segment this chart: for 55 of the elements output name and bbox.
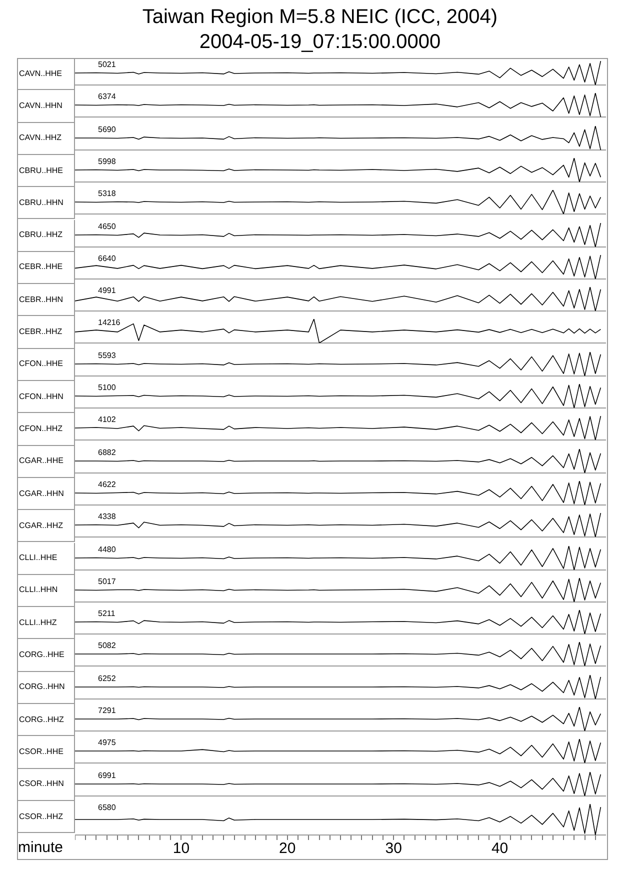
- annotation: 5593: [98, 350, 116, 360]
- annotation: 4480: [98, 544, 116, 554]
- y-axis-title: CGAR..HHN: [17, 478, 75, 510]
- x-tick-label: 30: [385, 840, 402, 858]
- chart-title: Taiwan Region M=5.8 NEIC (ICC, 2004): [141, 6, 499, 29]
- y-axis-title: CSOR..HHN: [17, 768, 75, 801]
- x-tick-label: 20: [279, 840, 296, 858]
- annotation: 4338: [98, 512, 116, 522]
- y-axis-title: CFON..HHZ: [17, 413, 75, 446]
- y-axis-title: CLLI..HHN: [17, 574, 75, 608]
- y-axis-title: CLLI..HHZ: [17, 607, 75, 640]
- y-axis-title: CSOR..HHZ: [17, 800, 75, 834]
- annotation: 5100: [98, 383, 116, 392]
- y-axis-title: CEBR..HHN: [17, 284, 75, 316]
- annotation: 6374: [98, 92, 116, 102]
- y-axis-title: CBRU..HHN: [17, 187, 75, 220]
- y-axis-title: CFON..HHE: [17, 348, 75, 381]
- y-axis-title: CBRU..HHE: [17, 154, 75, 188]
- x-tick-label: 40: [491, 840, 508, 858]
- annotation: 7291: [98, 706, 116, 715]
- annotation: 4650: [98, 222, 116, 230]
- y-axis-title: CAVN..HHN: [17, 90, 75, 123]
- annotation: 6882: [98, 448, 116, 457]
- annotation: 6580: [98, 802, 116, 812]
- y-axis-title: CORG..HHN: [17, 672, 75, 704]
- y-axis-title: CEBR..HHZ: [17, 316, 75, 349]
- annotation: 5318: [98, 189, 116, 198]
- annotation: 5021: [98, 60, 116, 69]
- y-axis-title: CEBR..HHE: [17, 252, 75, 284]
- x-tick-label: 10: [172, 840, 190, 858]
- annotation: 14216: [98, 318, 120, 328]
- y-axis-title: CLLI..HHE: [17, 542, 75, 575]
- y-axis-title: CGAR..HHE: [17, 446, 75, 478]
- annotation: 6991: [98, 770, 116, 780]
- annotation: 5690: [98, 124, 116, 134]
- annotation: 4975: [98, 738, 116, 748]
- y-axis-title: CGAR..HHZ: [17, 510, 75, 542]
- y-axis-title: CSOR..HHE: [17, 736, 75, 769]
- annotation: 4102: [98, 415, 116, 424]
- y-axis-title: CBRU..HHZ: [17, 220, 75, 252]
- annotation: 6640: [98, 254, 116, 263]
- annotation: 6252: [98, 674, 116, 683]
- y-axis-title: CFON..HHN: [17, 381, 75, 414]
- annotation: 5211: [98, 609, 116, 618]
- annotation: 4991: [98, 286, 116, 296]
- chart-subtitle: 2004-05-19_07:15:00.0000: [198, 31, 442, 54]
- annotation: 4622: [98, 480, 116, 489]
- annotation: 5082: [98, 641, 116, 650]
- annotation: 5998: [98, 156, 116, 166]
- x-axis-title: minute: [18, 839, 64, 856]
- y-axis-title: CORG..HHZ: [17, 704, 75, 736]
- annotation: 5017: [98, 576, 116, 586]
- y-axis-title: CAVN..HHZ: [17, 122, 75, 155]
- y-axis-title: CAVN..HHE: [17, 58, 75, 90]
- y-axis-title: CORG..HHE: [17, 639, 75, 672]
